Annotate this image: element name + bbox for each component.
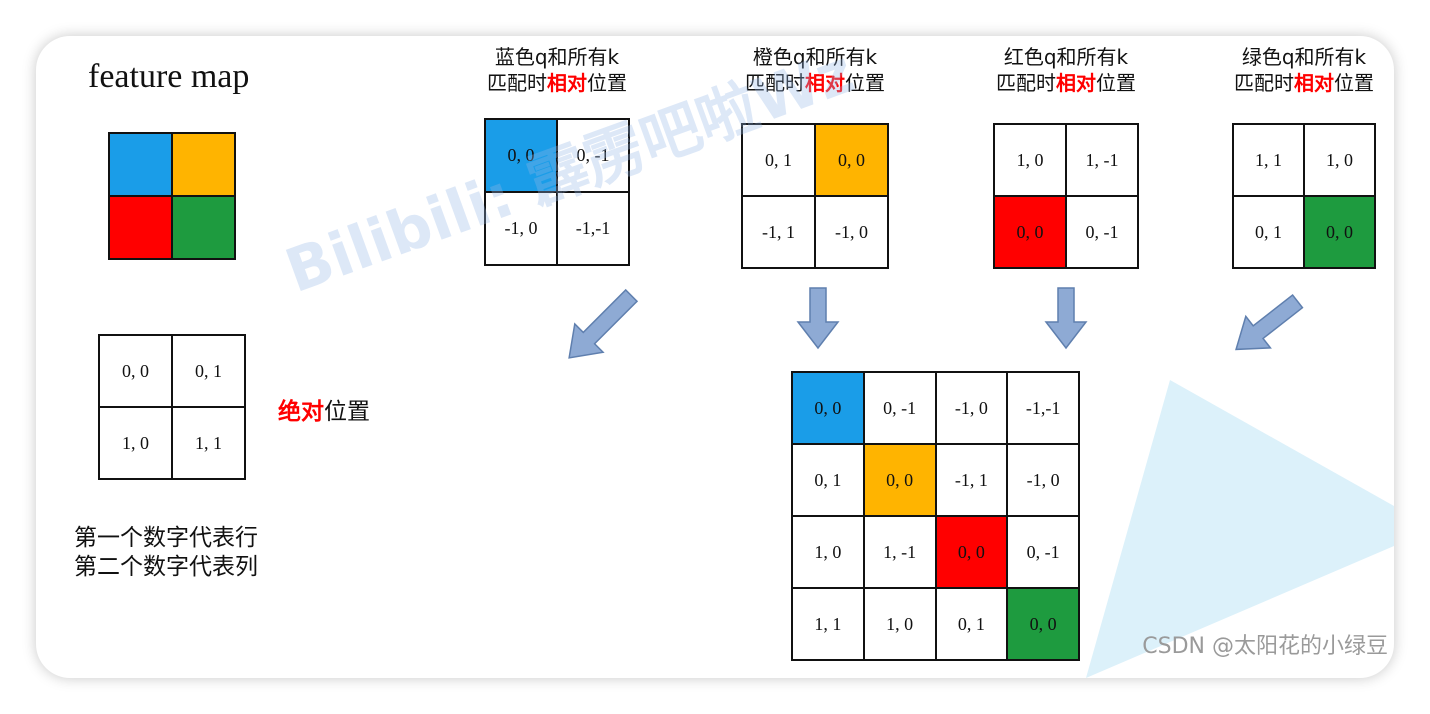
header-prefix: 匹配时 [487, 71, 547, 95]
relative-cell: -1, 0 [486, 193, 556, 264]
relative-header: 绿色q和所有k 匹配时相对位置 [1234, 44, 1374, 96]
relative-header-line1: 蓝色q和所有k [494, 45, 620, 69]
feature-cell-blue [110, 134, 171, 195]
header-suffix: 位置 [1334, 71, 1374, 95]
combined-cell: 1, 0 [793, 517, 863, 587]
relative-header-line1: 红色q和所有k [1003, 45, 1129, 69]
feature-cell-red [110, 197, 171, 258]
header-red-word: 相对 [1056, 71, 1096, 95]
header-suffix: 位置 [587, 71, 627, 95]
note-line-1: 第一个数字代表行 [74, 525, 258, 551]
combined-cell: -1, 1 [936, 445, 1007, 515]
arrow-green [1235, 294, 1304, 351]
header-red-word: 相对 [1294, 71, 1334, 95]
feature-cell-green [173, 197, 234, 258]
combined-cell: -1,-1 [1008, 373, 1078, 443]
feature-map-grid [108, 132, 236, 260]
relative-grid: 1, 0 1, -1 0, 0 0, -1 [993, 123, 1139, 269]
absolute-label-red: 绝对 [278, 399, 324, 425]
relative-header-line2: 匹配时相对位置 [487, 70, 627, 96]
absolute-cell: 0, 1 [173, 336, 244, 406]
background-triangle [1086, 380, 1394, 678]
relative-cell: 0, 1 [743, 125, 814, 195]
relative-cell: -1, 0 [816, 197, 887, 267]
combined-cell: 0, 0 [936, 517, 1007, 587]
arrow-red [1044, 287, 1088, 350]
combined-cell: 1, -1 [864, 517, 935, 587]
absolute-label-rest: 位置 [324, 399, 370, 425]
absolute-cell: 1, 0 [100, 408, 171, 478]
relative-cell: 1, -1 [1067, 125, 1137, 195]
combined-cell: 0, 1 [936, 589, 1007, 659]
csdn-watermark: CSDN @太阳花的小绿豆 [1142, 634, 1388, 659]
relative-header-line2: 匹配时相对位置 [996, 70, 1136, 96]
header-suffix: 位置 [1096, 71, 1136, 95]
relative-grid: 0, 0 0, -1 -1, 0 -1,-1 [484, 118, 630, 266]
combined-cell: 0, -1 [1008, 517, 1078, 587]
relative-header: 橙色q和所有k 匹配时相对位置 [745, 44, 885, 96]
absolute-position-label: 绝对位置 [278, 392, 370, 426]
combined-cell: 0, 0 [793, 373, 863, 443]
header-red-word: 相对 [805, 71, 845, 95]
relative-cell: 0, -1 [558, 120, 628, 191]
relative-cell: 0, 0 [486, 120, 556, 191]
relative-header-line1: 橙色q和所有k [752, 45, 878, 69]
arrows-layer [568, 287, 1304, 359]
combined-relative-grid: 0, 0 0, -1 -1, 0 -1,-1 0, 1 0, 0 -1, 1 -1, 0 1, … [791, 371, 1080, 661]
arrow-orange [796, 287, 840, 350]
absolute-position-grid: 0, 0 0, 1 1, 0 1, 1 [98, 334, 246, 480]
header-prefix: 匹配时 [1234, 71, 1294, 95]
combined-cell: 0, -1 [864, 373, 935, 443]
feature-map-title: feature map [88, 58, 250, 95]
relative-header: 红色q和所有k 匹配时相对位置 [996, 44, 1136, 96]
combined-cell: 1, 1 [793, 589, 863, 659]
relative-grid: 1, 1 1, 0 0, 1 0, 0 [1232, 123, 1376, 269]
header-prefix: 匹配时 [745, 71, 805, 95]
header-red-word: 相对 [547, 71, 587, 95]
relative-cell: 0, 0 [816, 125, 887, 195]
arrow-blue [568, 288, 639, 359]
header-suffix: 位置 [845, 71, 885, 95]
relative-cell: 0, -1 [1067, 197, 1137, 267]
combined-cell: 0, 1 [793, 445, 863, 515]
header-prefix: 匹配时 [996, 71, 1056, 95]
note-line-2: 第二个数字代表列 [74, 554, 258, 580]
relative-header-line2: 匹配时相对位置 [1234, 70, 1374, 96]
row-col-note: 第一个数字代表行 第二个数字代表列 [74, 524, 258, 582]
diagram-card: feature map 0, 0 0, 1 1, 0 1, 1 绝对位置 第一个… [36, 36, 1394, 678]
feature-cell-orange [173, 134, 234, 195]
relative-header: 蓝色q和所有k 匹配时相对位置 [487, 44, 627, 96]
relative-cell: 1, 1 [1234, 125, 1303, 195]
relative-cell: -1, 1 [743, 197, 814, 267]
relative-cell: 0, 1 [1234, 197, 1303, 267]
relative-cell: -1,-1 [558, 193, 628, 264]
combined-cell: -1, 0 [1008, 445, 1078, 515]
relative-cell: 0, 0 [1305, 197, 1374, 267]
relative-header-line1: 绿色q和所有k [1241, 45, 1367, 69]
relative-grid: 0, 1 0, 0 -1, 1 -1, 0 [741, 123, 889, 269]
combined-cell: -1, 0 [936, 373, 1007, 443]
relative-cell: 1, 0 [995, 125, 1065, 195]
absolute-cell: 0, 0 [100, 336, 171, 406]
relative-cell: 0, 0 [995, 197, 1065, 267]
combined-cell: 0, 0 [864, 445, 935, 515]
combined-cell: 1, 0 [864, 589, 935, 659]
combined-cell: 0, 0 [1008, 589, 1078, 659]
relative-header-line2: 匹配时相对位置 [745, 70, 885, 96]
relative-cell: 1, 0 [1305, 125, 1374, 195]
absolute-cell: 1, 1 [173, 408, 244, 478]
